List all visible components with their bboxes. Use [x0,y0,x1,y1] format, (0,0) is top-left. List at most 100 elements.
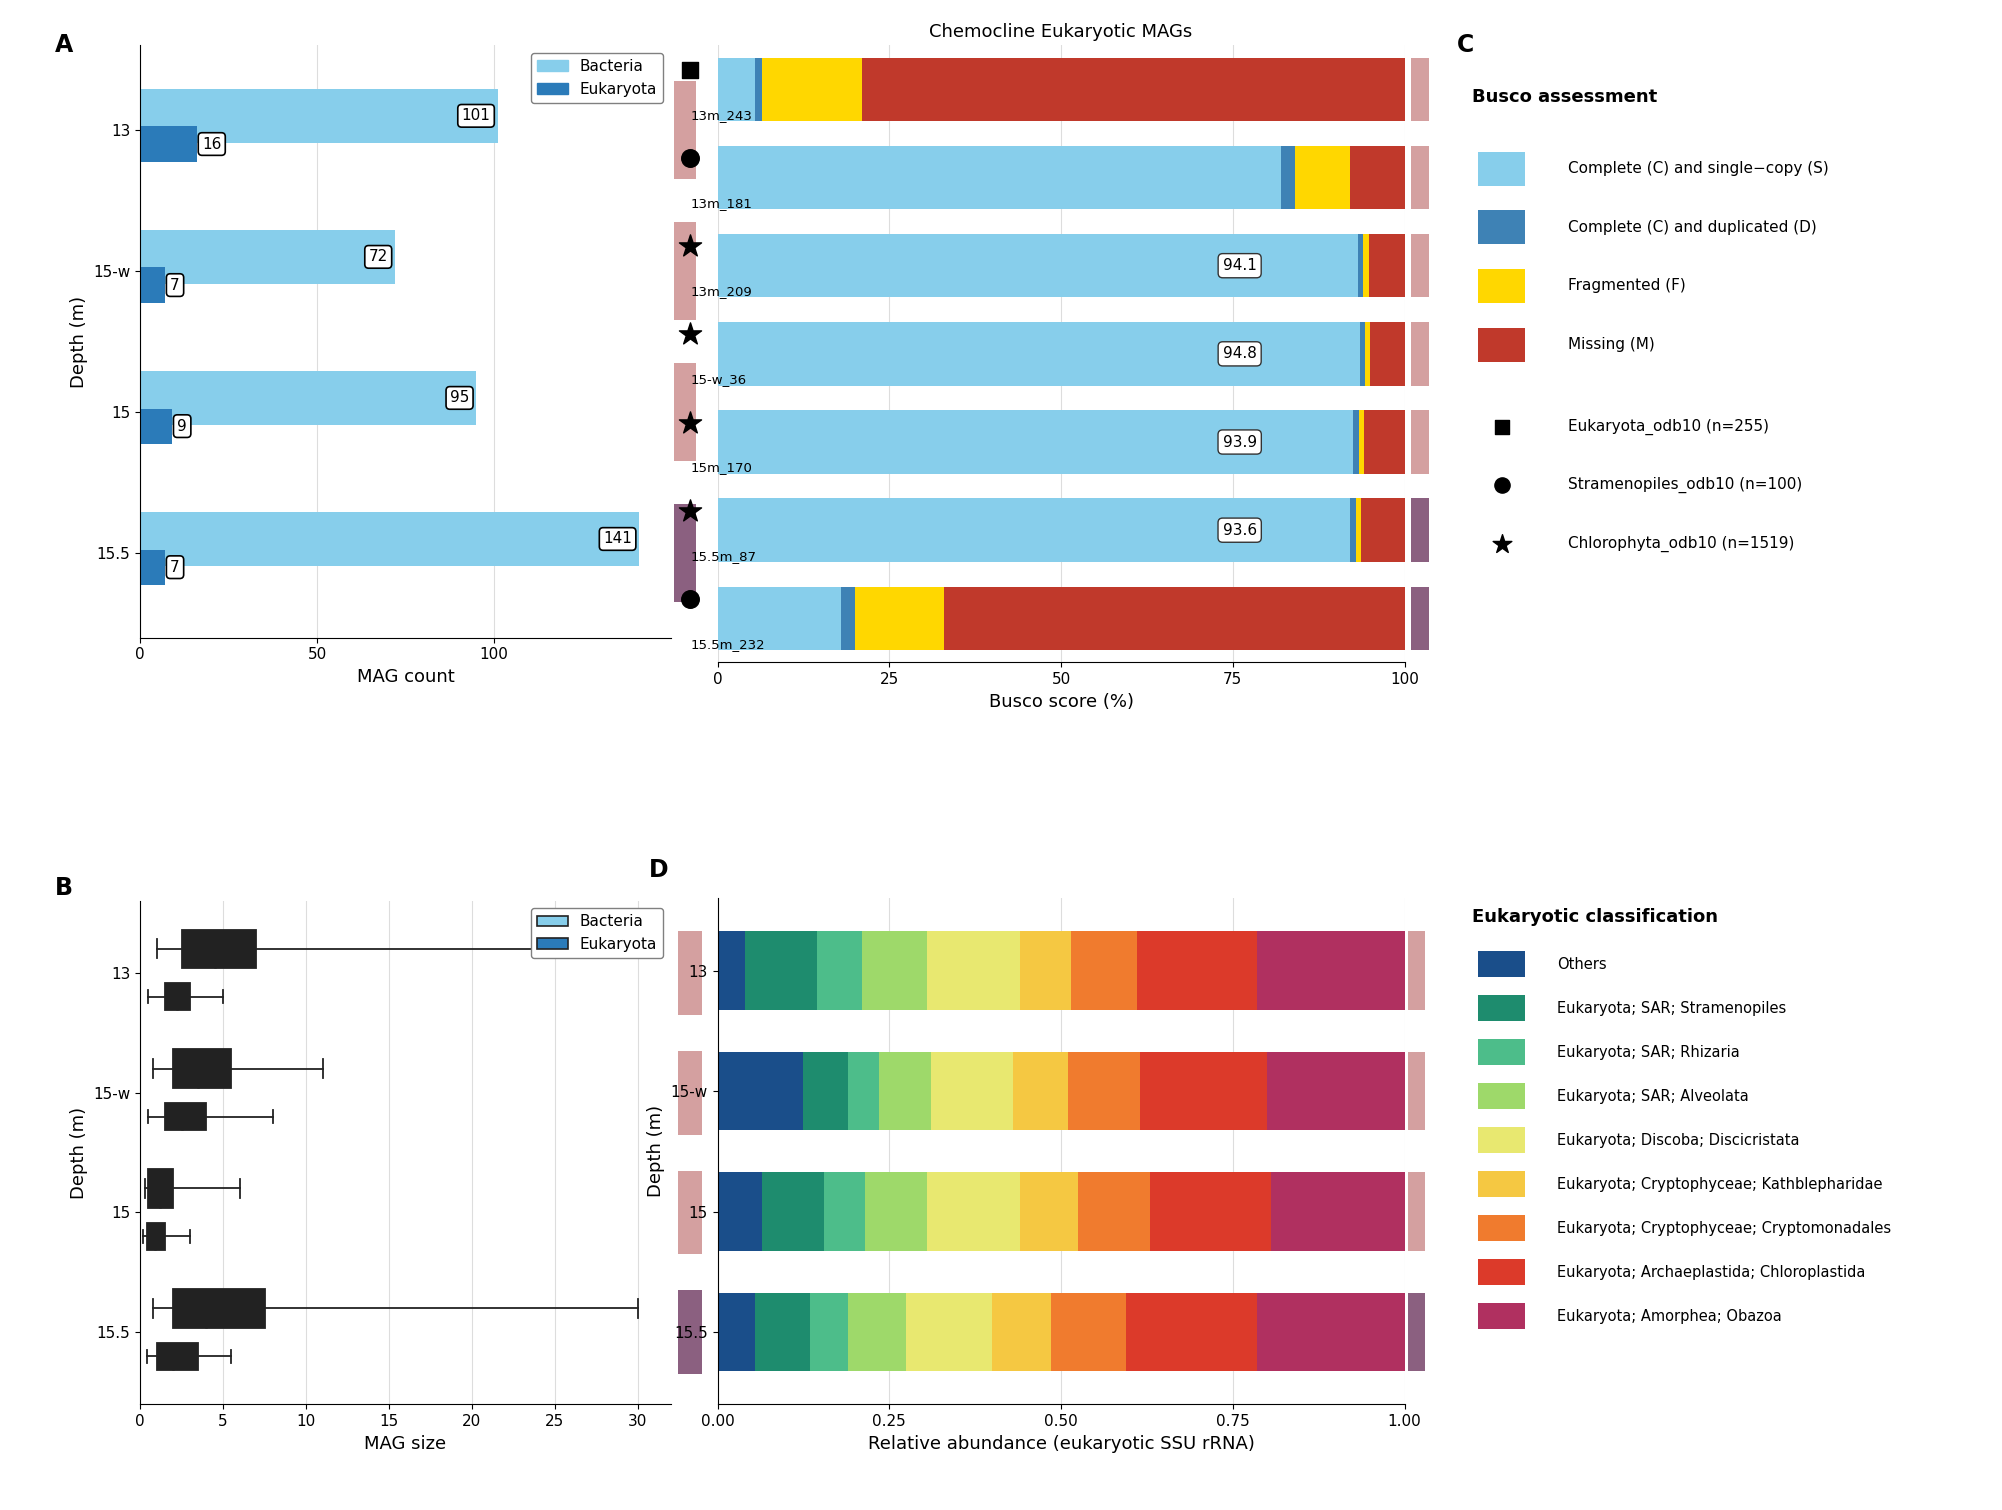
Legend: Bacteria, Eukaryota: Bacteria, Eukaryota [531,909,663,959]
Bar [1357,234,1363,297]
Text: Chlorophyta_odb10 (n=1519): Chlorophyta_odb10 (n=1519) [1568,536,1794,553]
Bar [1079,1172,1151,1250]
Bar [993,1293,1051,1371]
Bar [717,322,1359,385]
Bar [1257,1293,1405,1371]
Bar [717,1052,803,1129]
Bar [879,1052,931,1129]
Bar [931,1052,1013,1129]
Text: 7: 7 [170,278,180,293]
Bar [755,57,763,121]
Bar [1363,234,1369,297]
FancyBboxPatch shape [1411,322,1429,385]
Text: Eukaryota; Amorphea; Obazoa: Eukaryota; Amorphea; Obazoa [1558,1309,1782,1324]
Bar [717,498,1349,562]
FancyBboxPatch shape [677,1291,703,1374]
Bar [717,932,745,1010]
Bar [1359,411,1363,474]
Point [675,322,707,346]
Bar [1349,498,1355,562]
FancyBboxPatch shape [1411,586,1429,651]
Bar [140,230,394,284]
Bar [1067,1052,1139,1129]
Text: B: B [56,876,74,900]
FancyBboxPatch shape [1477,1039,1526,1065]
Bar [1359,322,1365,385]
Point [1485,532,1518,556]
FancyBboxPatch shape [1407,1172,1425,1250]
Y-axis label: Depth (m): Depth (m) [647,1105,665,1197]
Bar [1019,1172,1079,1250]
Text: Eukaryota; Cryptophyceae; Cryptomonadales: Eukaryota; Cryptophyceae; Cryptomonadale… [1558,1220,1892,1235]
FancyBboxPatch shape [675,362,697,462]
Bar [140,267,164,302]
Bar [1369,234,1405,297]
PathPatch shape [146,1223,164,1250]
Bar [841,586,855,651]
PathPatch shape [156,1344,198,1370]
Bar [1361,498,1405,562]
FancyBboxPatch shape [1477,151,1526,186]
Text: Eukaryota; SAR; Rhizaria: Eukaryota; SAR; Rhizaria [1558,1045,1740,1060]
Bar [855,586,945,651]
Text: 13m_181: 13m_181 [691,196,753,210]
Bar [140,127,196,162]
FancyBboxPatch shape [1407,1052,1425,1129]
Bar [140,409,172,444]
Text: A: A [56,33,74,57]
Bar [717,57,755,121]
Point [675,234,707,258]
Text: 95: 95 [450,391,468,405]
Bar [1349,146,1405,210]
Bar [927,932,1019,1010]
Point [675,498,707,522]
Bar [861,932,927,1010]
Bar [1281,146,1295,210]
X-axis label: Relative abundance (eukaryotic SSU rRNA): Relative abundance (eukaryotic SSU rRNA) [867,1434,1255,1453]
FancyBboxPatch shape [677,930,703,1015]
FancyBboxPatch shape [1477,328,1526,361]
Bar [1257,932,1405,1010]
X-axis label: MAG count: MAG count [356,667,454,686]
FancyBboxPatch shape [1477,1259,1526,1285]
FancyBboxPatch shape [1477,1172,1526,1197]
FancyBboxPatch shape [1477,1216,1526,1241]
FancyBboxPatch shape [1477,269,1526,304]
Text: 15m_170: 15m_170 [691,462,753,474]
PathPatch shape [148,1169,174,1208]
Y-axis label: Depth (m): Depth (m) [70,296,88,388]
Bar [907,1293,993,1371]
Bar [763,1172,825,1250]
Bar [803,1052,849,1129]
Text: Eukaryota_odb10 (n=255): Eukaryota_odb10 (n=255) [1568,418,1770,435]
Bar [717,586,841,651]
Bar [717,1293,755,1371]
FancyBboxPatch shape [1477,995,1526,1021]
Bar [945,586,1405,651]
Text: Complete (C) and single−copy (S): Complete (C) and single−copy (S) [1568,162,1828,177]
Text: 94.1: 94.1 [1223,258,1257,273]
Bar [140,512,639,566]
Text: Stramenopiles_odb10 (n=100): Stramenopiles_odb10 (n=100) [1568,477,1802,494]
Bar [763,57,861,121]
Text: 94.8: 94.8 [1223,346,1257,361]
Text: Eukaryota; SAR; Alveolata: Eukaryota; SAR; Alveolata [1558,1089,1750,1104]
FancyBboxPatch shape [1411,498,1429,562]
FancyBboxPatch shape [1407,932,1425,1010]
Bar [140,89,498,142]
Bar [755,1293,811,1371]
Text: 93.9: 93.9 [1223,435,1257,450]
Bar [1137,932,1257,1010]
X-axis label: MAG size: MAG size [364,1434,446,1453]
Text: Complete (C) and duplicated (D): Complete (C) and duplicated (D) [1568,220,1816,236]
Bar [717,234,1357,297]
PathPatch shape [182,930,256,968]
Text: 13m_243: 13m_243 [691,109,753,122]
Bar [140,550,164,584]
Text: 15-w_36: 15-w_36 [691,373,747,387]
Title: Chemocline Eukaryotic MAGs: Chemocline Eukaryotic MAGs [929,23,1193,41]
Bar [927,1172,1019,1250]
PathPatch shape [174,1290,264,1327]
Legend: Bacteria, Eukaryota: Bacteria, Eukaryota [531,53,663,103]
Bar [140,371,476,424]
